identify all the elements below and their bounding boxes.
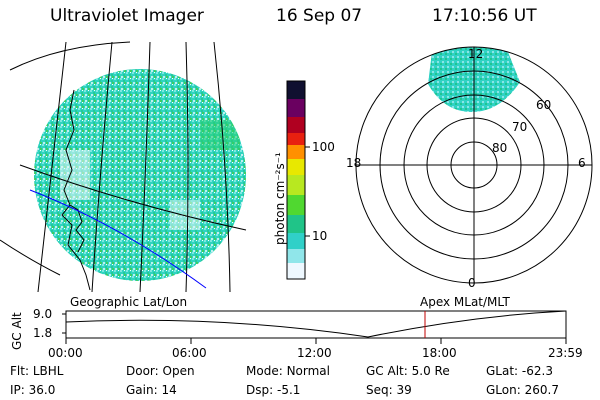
- geographic-image: [0, 41, 247, 292]
- coastline: [69, 204, 85, 253]
- geo-panel-label: Geographic Lat/Lon: [70, 295, 188, 309]
- meridian-line: [91, 41, 113, 292]
- altitude-ylabel: GC Alt: [10, 312, 24, 350]
- terminator-line: [29, 189, 207, 289]
- colorbar-tick-10: 10: [312, 229, 328, 243]
- colorbar-tick-100: 100: [312, 140, 335, 154]
- meridian-line: [37, 41, 67, 292]
- info-flt: Flt: LBHL: [10, 364, 64, 378]
- info-gcalt: GC Alt: 5.0 Re: [366, 364, 450, 378]
- instrument-title: Ultraviolet Imager: [50, 6, 204, 26]
- meridian-line: [185, 41, 189, 292]
- info-door: Door: Open: [126, 364, 195, 378]
- mlt-label-right: 6: [578, 156, 586, 170]
- altitude-ytick-1.8: 1.8: [33, 326, 53, 340]
- altitude-ytick-9: 9.0: [33, 307, 53, 321]
- info-dsp: Dsp: -5.1: [246, 383, 301, 397]
- parallel-line: [19, 164, 247, 231]
- altitude-xtick: 23:59: [548, 346, 583, 360]
- time-label: 17:10:56 UT: [432, 6, 537, 26]
- altitude-xtick: 12:00: [297, 346, 332, 360]
- mlt-label-top: 12: [468, 47, 484, 61]
- mlt-label-bottom: 0: [468, 276, 476, 290]
- mlat-label-70: 70: [512, 120, 528, 134]
- mlat-label-60: 60: [536, 98, 552, 112]
- mlat-label-80: 80: [492, 141, 508, 155]
- meridian-line: [139, 41, 151, 292]
- altitude-xtick: 00:00: [48, 346, 83, 360]
- info-ip: IP: 36.0: [10, 383, 56, 397]
- parallel-line: [0, 239, 61, 276]
- altitude-xtick: 18:00: [422, 346, 457, 360]
- info-glat: GLat: -62.3: [486, 364, 553, 378]
- info-seq: Seq: 39: [366, 383, 412, 397]
- altitude-curve: [65, 310, 567, 338]
- polar-panel-label: Apex MLat/MLT: [420, 295, 510, 309]
- mlt-label-left: 18: [346, 156, 362, 170]
- altitude-xtick: 06:00: [172, 346, 207, 360]
- colorbar-unit-label: photon cm⁻²s⁻¹: [273, 152, 287, 245]
- colorbar: [286, 80, 310, 280]
- polar-plot: [355, 46, 593, 284]
- parallel-line: [9, 41, 131, 71]
- date-label: 16 Sep 07: [276, 6, 363, 26]
- meridian-line: [213, 41, 231, 292]
- info-gain: Gain: 14: [126, 383, 177, 397]
- info-glon: GLon: 260.7: [486, 383, 559, 397]
- info-mode: Mode: Normal: [246, 364, 330, 378]
- altitude-plot: [62, 310, 567, 344]
